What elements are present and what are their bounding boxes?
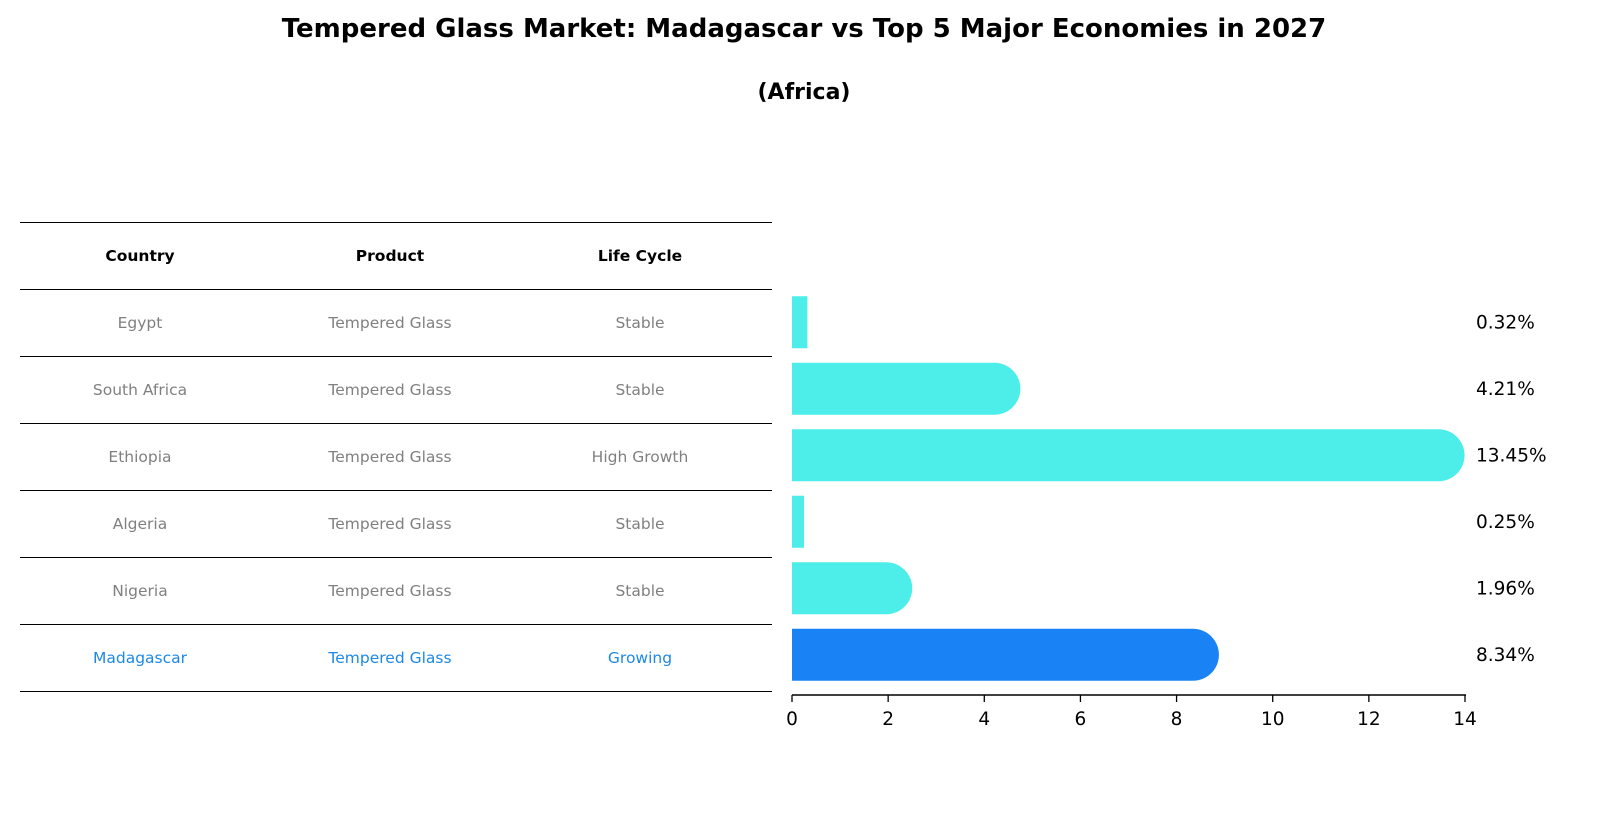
x-tick-label: 4 (978, 709, 990, 730)
table-row: Egypt Tempered Glass Stable (20, 289, 772, 356)
header-country: Country (105, 247, 175, 265)
value-label: 4.21% (1476, 379, 1535, 400)
bar-egypt (792, 296, 808, 349)
cell-life-cycle: Stable (615, 314, 665, 332)
chart-subtitle: (Africa) (757, 80, 851, 105)
bar-algeria (792, 495, 805, 548)
cell-product: Tempered Glass (328, 515, 452, 533)
table-row: Nigeria Tempered Glass Stable (20, 557, 772, 624)
value-label: 8.34% (1476, 645, 1535, 666)
table-header-row: Country Product Life Cycle (20, 222, 772, 289)
table-row: Algeria Tempered Glass Stable (20, 490, 772, 557)
x-tick-label: 6 (1075, 709, 1087, 730)
x-tick-label: 12 (1357, 709, 1381, 730)
cell-country: South Africa (92, 381, 188, 399)
data-table: Country Product Life Cycle Egypt Tempere… (20, 222, 772, 692)
x-tick-label: 0 (786, 709, 798, 730)
cell-product: Tempered Glass (328, 314, 452, 332)
x-tick-label: 8 (1171, 709, 1183, 730)
cell-product: Tempered Glass (328, 448, 452, 466)
value-label: 13.45% (1476, 445, 1547, 466)
x-tick-label: 14 (1453, 709, 1477, 730)
value-label: 0.32% (1476, 312, 1535, 333)
cell-product: Tempered Glass (328, 582, 452, 600)
cell-life-cycle: Stable (615, 582, 665, 600)
value-label: 0.25% (1476, 512, 1535, 533)
bar-madagascar (792, 628, 1219, 681)
chart-title: Tempered Glass Market: Madagascar vs Top… (281, 14, 1327, 44)
table-row: South Africa Tempered Glass Stable (20, 356, 772, 423)
cell-product: Tempered Glass (328, 381, 452, 399)
header-product: Product (355, 247, 425, 265)
cell-life-cycle: Growing (607, 649, 673, 667)
bar-nigeria (792, 562, 913, 615)
cell-product: Tempered Glass (328, 649, 452, 667)
cell-life-cycle: High Growth (591, 448, 689, 466)
cell-country: Algeria (112, 515, 168, 533)
cell-life-cycle: Stable (615, 381, 665, 399)
bar-ethiopia (792, 429, 1465, 482)
cell-country: Ethiopia (108, 448, 172, 466)
bar-south-africa (792, 362, 1021, 415)
cell-country: Madagascar (92, 649, 187, 667)
table-row-highlight: Madagascar Tempered Glass Growing (20, 624, 772, 692)
table-row: Ethiopia Tempered Glass High Growth (20, 423, 772, 490)
cell-country: Egypt (117, 314, 163, 332)
x-tick-label: 2 (882, 709, 894, 730)
cell-country: Nigeria (112, 582, 168, 600)
header-life-cycle: Life Cycle (597, 247, 683, 265)
cell-life-cycle: Stable (615, 515, 665, 533)
value-label: 1.96% (1476, 578, 1535, 599)
x-tick-label: 10 (1261, 709, 1285, 730)
